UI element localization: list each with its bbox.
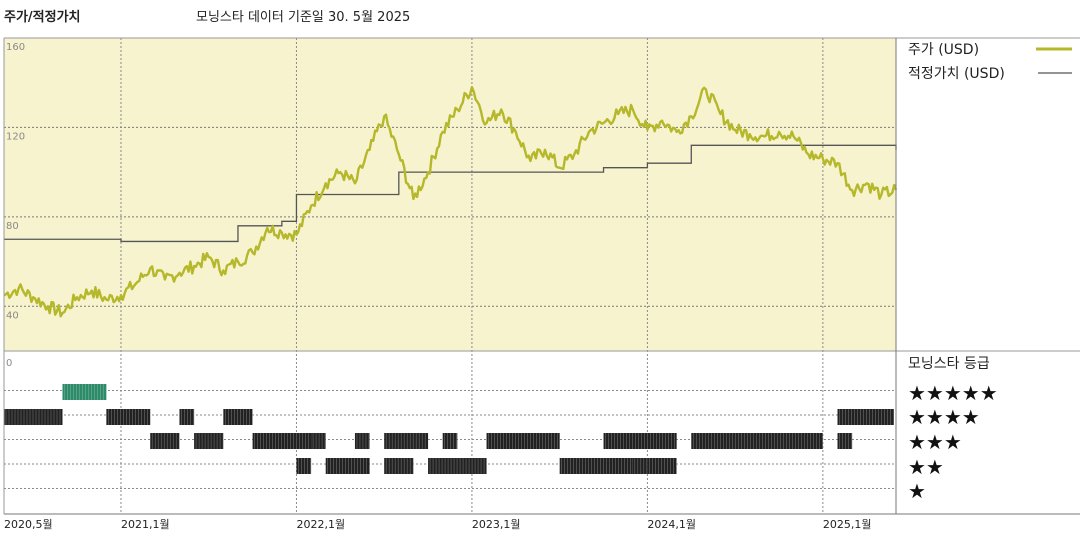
y-tick-label: 120 [6, 131, 25, 142]
rating-period [647, 458, 677, 474]
rating-period-bar [252, 433, 312, 449]
fair-value-series-line [4, 144, 897, 243]
x-tick-label: 2025,1월 [823, 518, 872, 531]
rating-row-2-stars: ★★ [908, 455, 944, 479]
rating-period [252, 433, 312, 449]
x-tick-label: 2024,1월 [647, 518, 696, 531]
rating-axis-zero: 0 [6, 358, 12, 369]
rating-period [106, 409, 151, 425]
rating-period-bar [150, 433, 180, 449]
rating-row-5-stars: ★★★★★ [908, 381, 998, 405]
rating-period [325, 458, 370, 474]
x-axis-ticks: 2020,5월 2021,1월 2022,1월 2023,1월 2024,1월 2025,… [4, 518, 871, 531]
price-series-line [3, 86, 898, 318]
rating-period [603, 433, 677, 449]
rating-period [559, 458, 633, 474]
rating-panel-title: 모닝스타 등급 [908, 356, 990, 372]
rating-period [442, 433, 458, 449]
y-tick-label: 160 [6, 42, 25, 53]
rating-period [4, 409, 63, 425]
rating-period-bar [194, 433, 224, 449]
rating-period [354, 433, 370, 449]
legend-price-label: 주가 (USD) [908, 42, 979, 58]
rating-period-bar [647, 458, 677, 474]
rating-period [296, 458, 312, 474]
rating-period [311, 433, 326, 449]
rating-period [691, 433, 823, 449]
rating-history-layer [4, 384, 894, 474]
rating-period-bar [311, 433, 326, 449]
y-tick-label: 40 [6, 310, 19, 321]
legend-fair-value-label: 적정가치 (USD) [908, 66, 1005, 82]
rating-row-3-stars: ★★★ [908, 430, 962, 454]
rating-period [837, 409, 894, 425]
rating-period-bar [384, 433, 429, 449]
rating-period [837, 433, 853, 449]
rating-period-bar [62, 384, 107, 400]
y-tick-label: 80 [6, 221, 19, 232]
x-tick-label: 2021,1월 [121, 518, 170, 531]
chart-title: 주가/적정가치 [4, 9, 81, 25]
rating-period-bar [4, 409, 63, 425]
rating-period [194, 433, 224, 449]
chart-frame [3, 37, 1080, 515]
price-y-ticks: 40 80 120 160 [6, 42, 25, 321]
rating-period [384, 458, 414, 474]
rating-row-1-star: ★ [908, 479, 926, 503]
rating-period [62, 384, 107, 400]
rating-period-bar [296, 458, 312, 474]
rating-panel: 모닝스타 등급 ★★★★★ ★★★★ ★★★ ★★ ★ [908, 356, 998, 503]
fair-value-layer [4, 144, 897, 243]
chart-legend: 주가 (USD) 적정가치 (USD) [908, 42, 1072, 82]
rating-period-bar [223, 409, 253, 425]
price-layer [3, 86, 898, 318]
rating-period-bar [837, 433, 853, 449]
rating-period-bar [632, 458, 648, 474]
rating-period-bar [354, 433, 370, 449]
rating-period-bar [106, 409, 151, 425]
rating-period-bar [325, 458, 370, 474]
rating-period-bar [428, 458, 487, 474]
price-panel-background [4, 38, 896, 351]
x-tick-label: 2022,1월 [296, 518, 345, 531]
rating-period-bar [559, 458, 633, 474]
rating-period-bar [837, 409, 894, 425]
rating-period-bar [442, 433, 458, 449]
rating-period [150, 433, 180, 449]
rating-period [179, 409, 195, 425]
rating-period-bar [486, 433, 560, 449]
rating-period-bar [384, 458, 414, 474]
rating-period-bar [691, 433, 823, 449]
x-tick-label: 2023,1월 [472, 518, 521, 531]
x-tick-label: 2020,5월 [4, 518, 53, 531]
rating-period [384, 433, 429, 449]
chart-subtitle: 모닝스타 데이터 기준일 30. 5월 2025 [196, 10, 410, 25]
rating-period [428, 458, 487, 474]
rating-period-bar [179, 409, 195, 425]
rating-period-bar [603, 433, 677, 449]
rating-row-4-stars: ★★★★ [908, 405, 980, 429]
rating-period [223, 409, 253, 425]
rating-period [632, 458, 648, 474]
rating-period [486, 433, 560, 449]
